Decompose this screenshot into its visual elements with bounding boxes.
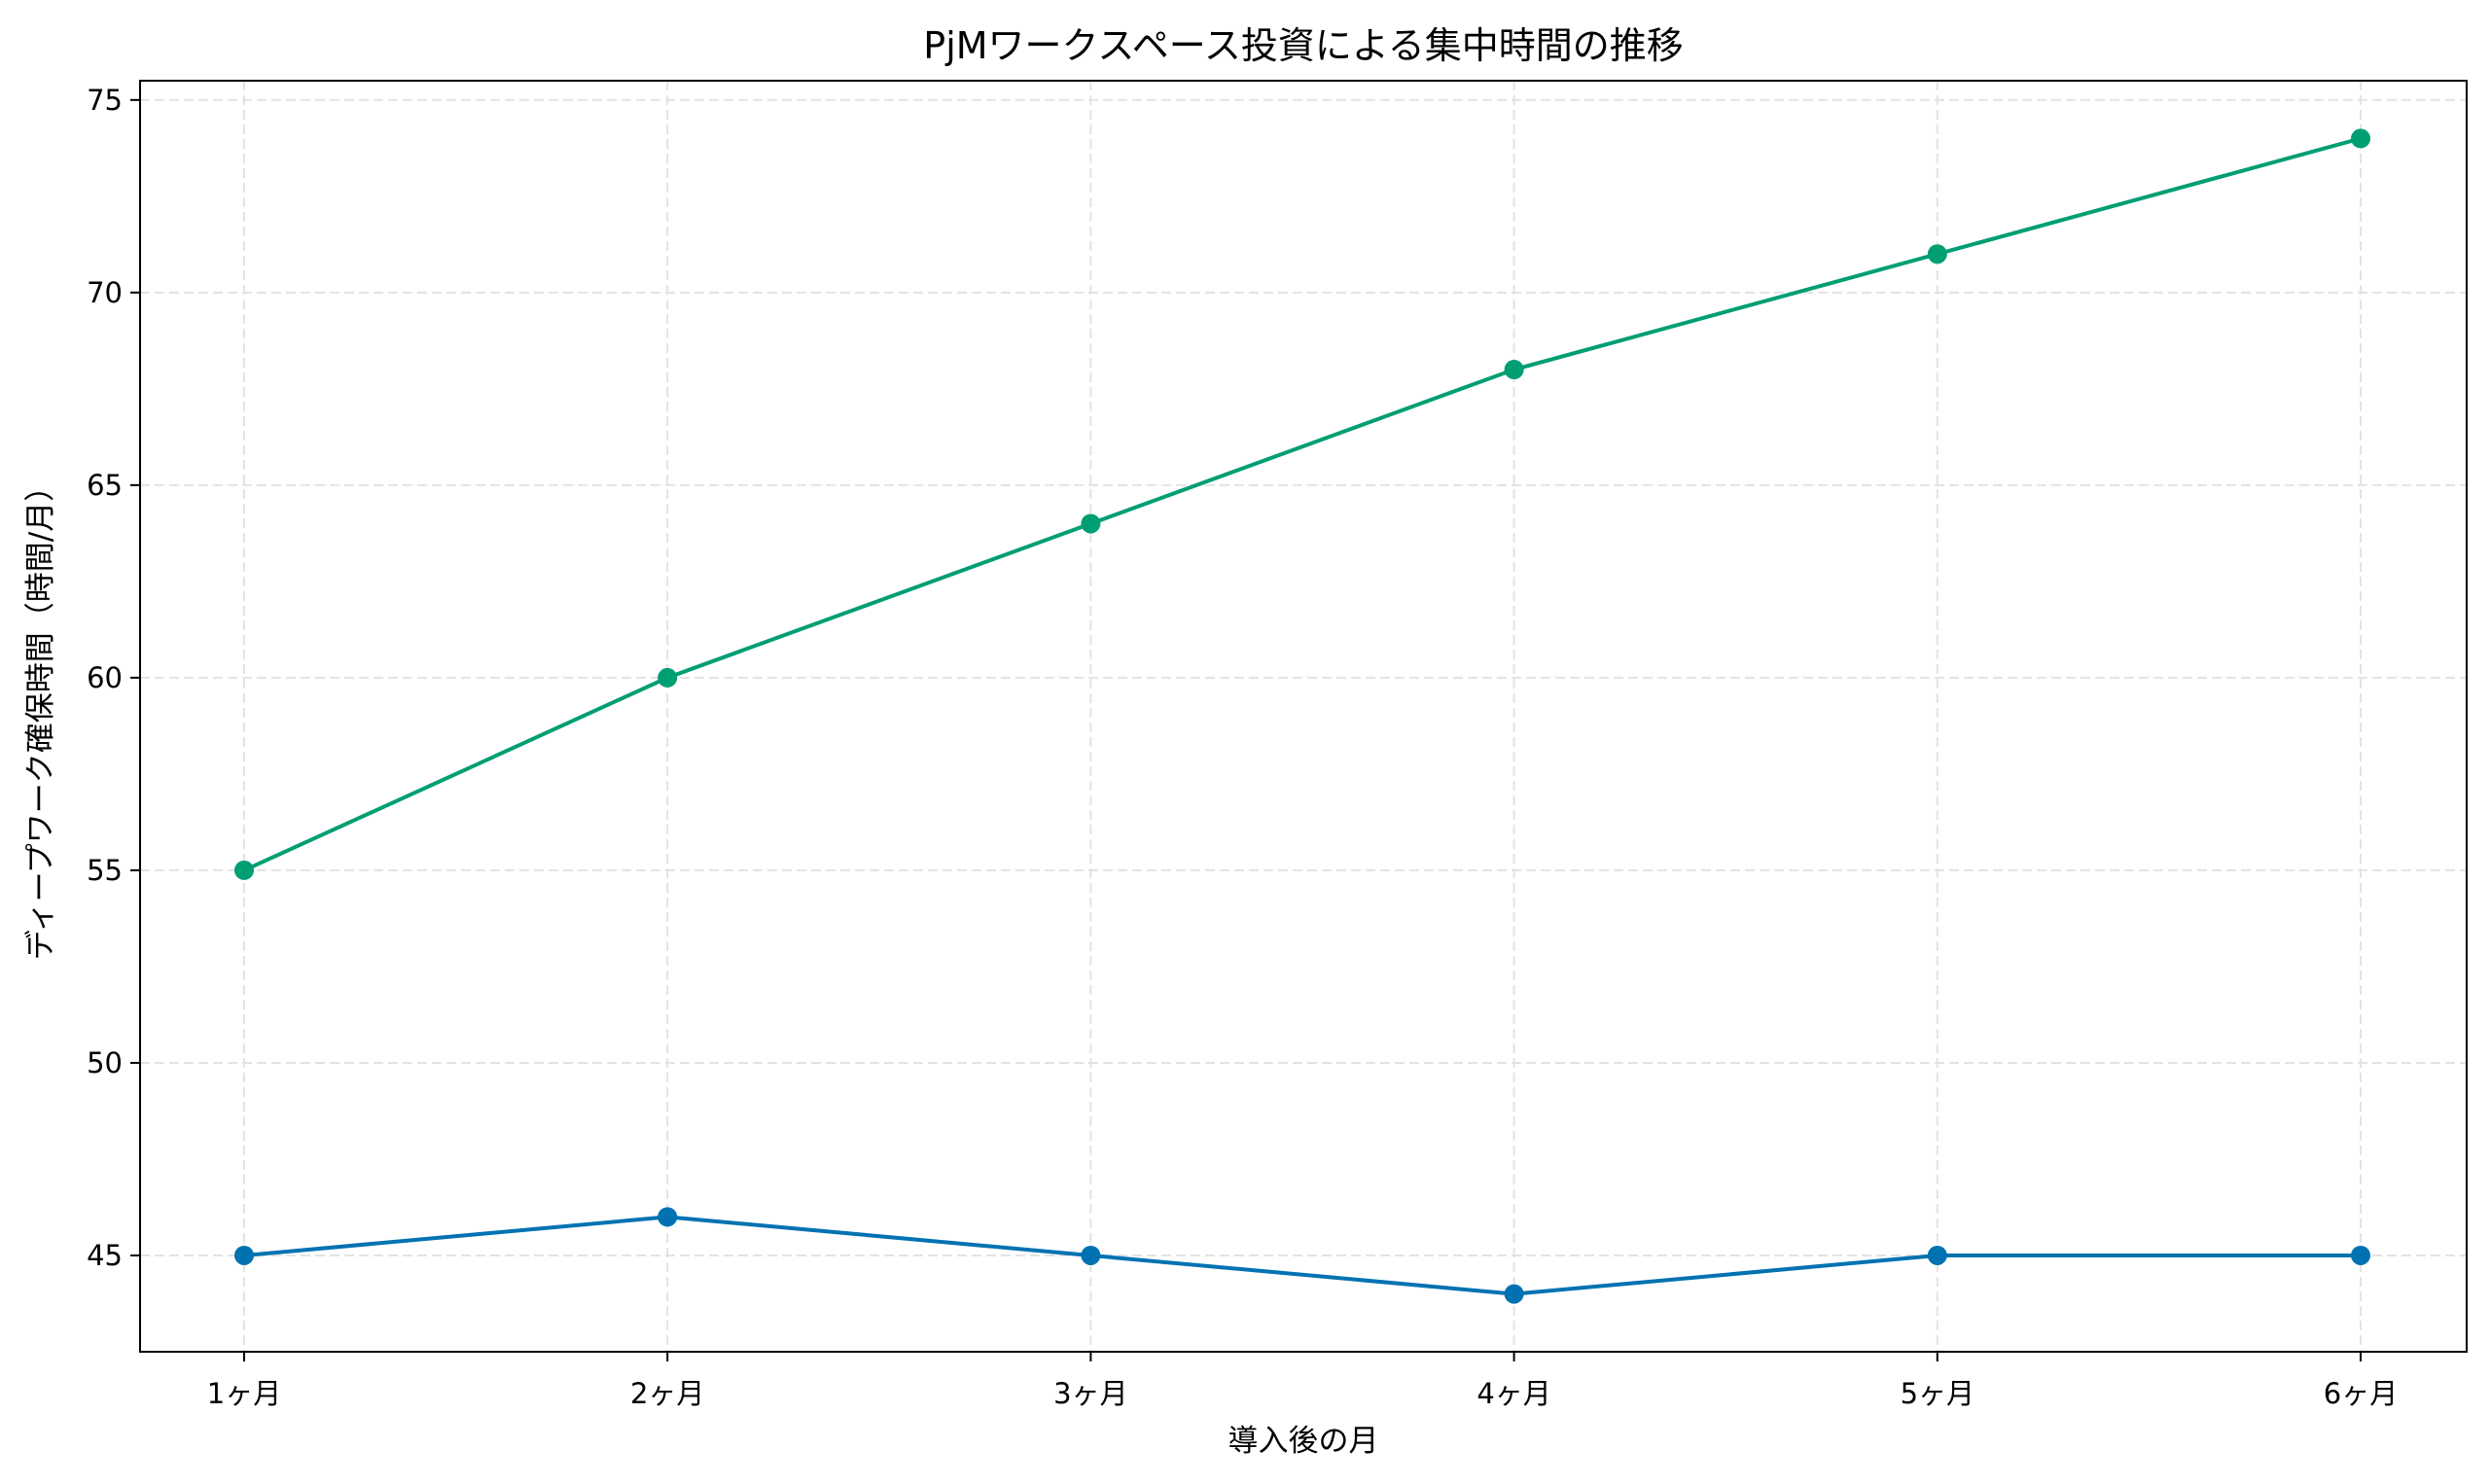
x-tick-label: 4ヶ月: [1476, 1377, 1550, 1410]
series-line-1: [243, 1215, 2361, 1296]
series-line-0: [243, 136, 2362, 872]
data-point: [234, 860, 254, 880]
data-point: [658, 1207, 678, 1227]
x-tick-label: 3ヶ月: [1053, 1377, 1127, 1410]
y-tick-label: 65: [87, 469, 123, 502]
y-tick-label: 45: [87, 1239, 123, 1272]
series-layer: [234, 128, 2370, 1304]
y-axis-label: ディープワーク確保時間（時間/月）: [23, 472, 58, 960]
plot-frame: [139, 80, 2468, 1353]
y-tick-label: 50: [87, 1046, 123, 1079]
x-tick-label: 1ヶ月: [207, 1377, 281, 1410]
x-tick-label: 6ヶ月: [2324, 1377, 2398, 1410]
y-tick-label: 75: [87, 84, 123, 117]
data-point: [2351, 128, 2370, 149]
data-point: [1081, 513, 1101, 534]
data-point: [1081, 1245, 1101, 1265]
data-point: [658, 667, 678, 688]
grid: [140, 81, 2467, 1352]
y-tick-label: 55: [87, 854, 123, 887]
x-axis-label: 導入後の月: [1228, 1424, 1379, 1459]
y-tick-label: 70: [87, 276, 123, 309]
data-point: [1504, 1284, 1524, 1304]
y-tick-label: 60: [87, 661, 123, 694]
y-axis: 45 50 55 60 65 70 75: [87, 84, 140, 1272]
data-point: [2351, 1245, 2370, 1265]
chart-title: PjMワークスペース投資による集中時間の推移: [923, 24, 1683, 67]
x-axis: 1ヶ月 2ヶ月 3ヶ月 4ヶ月 5ヶ月 6ヶ月: [207, 1352, 2398, 1410]
data-point: [1927, 244, 1947, 265]
data-point: [1504, 360, 1524, 380]
data-point: [234, 1245, 254, 1265]
data-point: [1927, 1245, 1947, 1265]
x-tick-label: 5ヶ月: [1901, 1377, 1974, 1410]
x-tick-label: 2ヶ月: [630, 1377, 704, 1410]
